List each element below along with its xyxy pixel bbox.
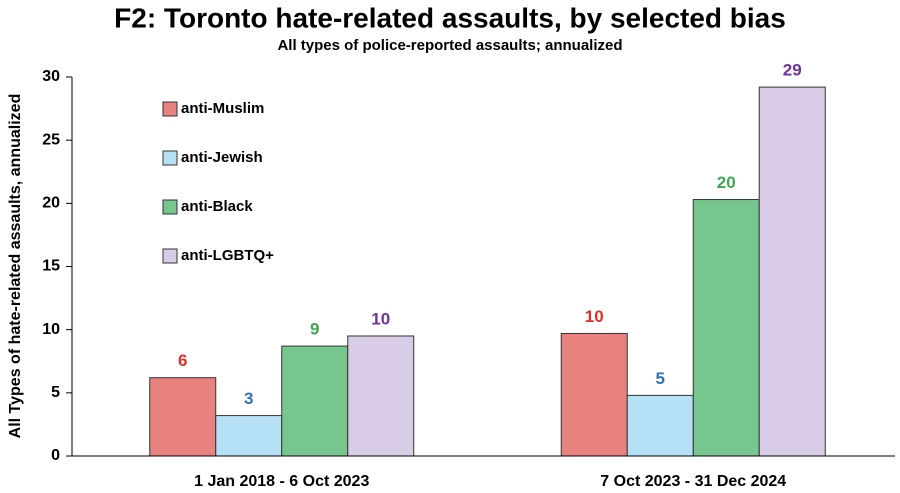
- legend-label: anti-Muslim: [181, 100, 264, 117]
- chart-subtitle: All types of police-reported assaults; a…: [277, 37, 622, 54]
- data-label: 3: [244, 389, 253, 408]
- bar: [626, 394, 694, 457]
- y-tick-label: 5: [51, 384, 60, 401]
- bar: [560, 332, 628, 457]
- y-tick-label: 15: [42, 258, 60, 275]
- y-tick-label: 25: [42, 131, 60, 148]
- x-tick-label: 1 Jan 2018 - 6 Oct 2023: [194, 473, 369, 490]
- legend-label: anti-Black: [181, 198, 253, 215]
- legend-label: anti-LGBTQ+: [181, 247, 274, 264]
- y-tick-label: 30: [42, 68, 60, 85]
- legend-swatch: [162, 150, 178, 166]
- legend-swatch: [162, 248, 178, 264]
- y-axis-label: All Types of hate-related assaults, annu…: [7, 94, 24, 439]
- data-label: 29: [783, 61, 802, 80]
- y-tick-label: 0: [51, 447, 60, 464]
- data-label: 10: [585, 307, 604, 326]
- bar: [692, 199, 760, 457]
- legend-label: anti-Jewish: [181, 149, 263, 166]
- x-tick-label: 7 Oct 2023 - 31 Dec 2024: [600, 473, 786, 490]
- data-label: 9: [310, 320, 319, 339]
- data-label: 6: [178, 351, 187, 370]
- y-tick-label: 10: [42, 321, 60, 338]
- data-label: 20: [717, 173, 736, 192]
- y-tick-label: 20: [42, 195, 60, 212]
- legend-swatch: [162, 101, 178, 117]
- bar: [758, 86, 826, 457]
- bar: [281, 345, 349, 457]
- data-label: 10: [371, 309, 390, 328]
- data-label: 5: [656, 369, 665, 388]
- bar: [215, 415, 283, 457]
- bar: [149, 377, 217, 457]
- chart-title: F2: Toronto hate-related assaults, by se…: [114, 2, 786, 33]
- legend-swatch: [162, 199, 178, 215]
- bar: [347, 335, 415, 457]
